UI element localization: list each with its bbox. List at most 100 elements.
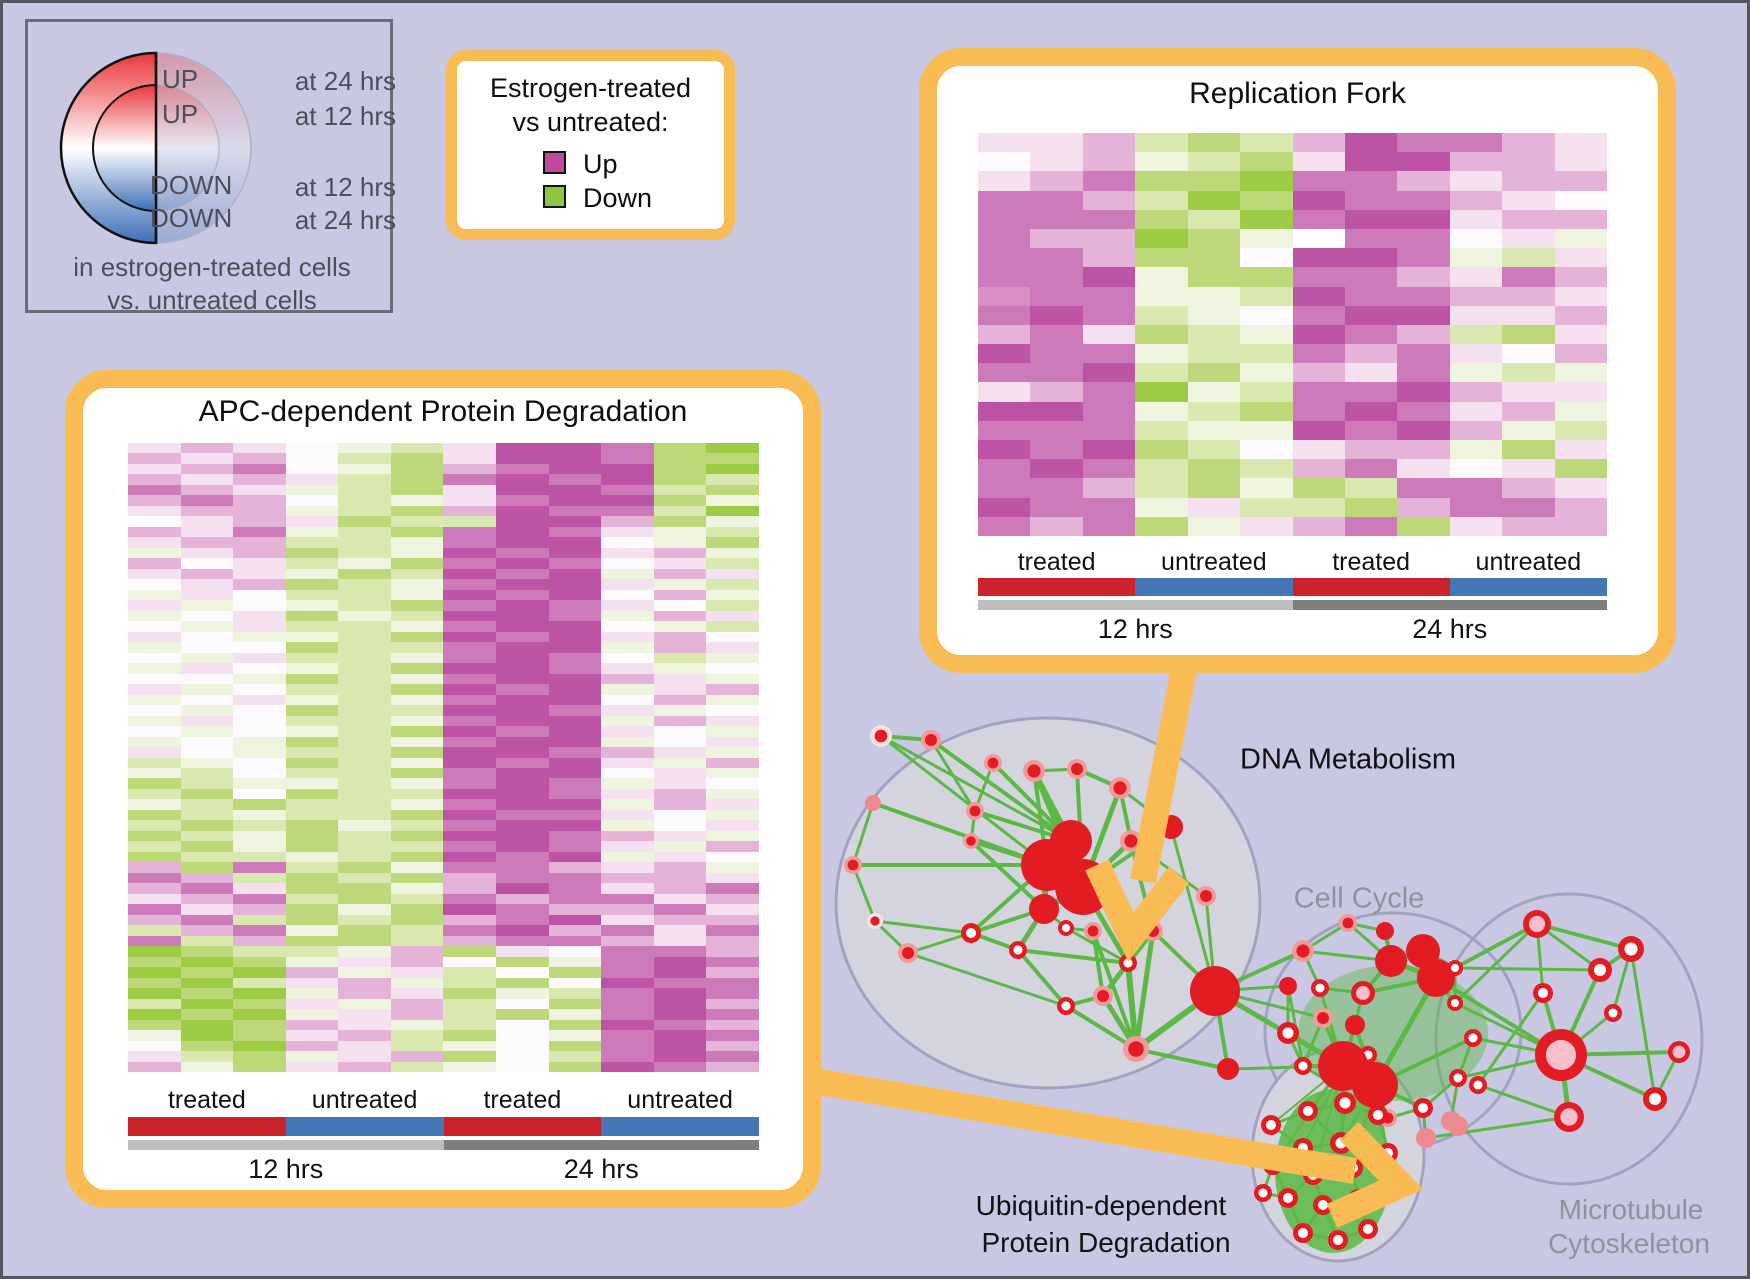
heatmap-cell bbox=[653, 862, 707, 873]
heatmap-cell bbox=[653, 642, 707, 653]
heatmap-cell bbox=[548, 851, 602, 863]
heatmap-cell bbox=[443, 579, 497, 590]
heatmap-cell bbox=[233, 925, 286, 936]
heatmap-cell bbox=[653, 893, 707, 905]
estrogen-updown-legend-box: Estrogen-treated vs untreated: Up Down bbox=[446, 50, 735, 240]
heatmap-cell bbox=[1030, 478, 1083, 498]
network-edge bbox=[1453, 922, 1539, 1005]
heatmap-cell bbox=[1240, 363, 1293, 383]
heatmap-cell bbox=[285, 663, 339, 674]
heatmap-cell bbox=[1030, 420, 1083, 441]
network-node-core bbox=[1317, 1012, 1329, 1024]
heatmap-cell bbox=[338, 505, 391, 517]
heatmap-cell bbox=[285, 631, 339, 643]
heatmap-cell bbox=[233, 726, 286, 737]
heatmap-cell bbox=[1187, 133, 1241, 153]
heatmap-cell bbox=[1449, 248, 1503, 268]
heatmap-cell bbox=[180, 443, 234, 454]
heatmap-cell bbox=[128, 484, 181, 496]
apc-bar-treated-24 bbox=[443, 1117, 602, 1136]
heatmap-cell bbox=[548, 495, 602, 506]
network-edge bbox=[969, 839, 1046, 911]
heatmap-cell bbox=[548, 663, 602, 674]
heatmap-cell bbox=[653, 516, 707, 527]
heatmap-cell bbox=[1135, 228, 1188, 249]
heatmap-cell bbox=[1344, 248, 1398, 268]
heatmap-cell bbox=[496, 967, 549, 978]
heatmap-cell bbox=[233, 537, 286, 548]
heatmap-cell bbox=[285, 788, 339, 800]
heatmap-cell bbox=[338, 914, 391, 926]
heatmap-cell bbox=[496, 600, 549, 611]
heatmap-cell bbox=[128, 757, 181, 768]
heatmap-cell bbox=[548, 1040, 602, 1052]
heatmap-cell bbox=[1344, 497, 1398, 517]
heatmap-cell bbox=[390, 642, 444, 653]
heatmap-cell bbox=[128, 526, 181, 538]
heatmap-cell bbox=[601, 1040, 654, 1052]
heatmap-cell bbox=[285, 925, 339, 936]
heatmap-cell bbox=[1292, 516, 1345, 536]
heatmap-cell bbox=[653, 610, 707, 622]
heatmap-cell bbox=[496, 956, 549, 968]
heatmap-cell bbox=[390, 788, 444, 800]
heatmap-cell bbox=[601, 935, 654, 947]
network-node bbox=[1416, 1128, 1436, 1148]
heatmap-cell bbox=[390, 694, 444, 706]
heatmap-cell bbox=[233, 1019, 286, 1031]
replication-fork-heatmap bbox=[978, 133, 1607, 536]
heatmap-cell bbox=[1449, 286, 1503, 306]
heatmap-cell bbox=[601, 600, 654, 611]
heatmap-cell bbox=[706, 726, 759, 737]
network-node bbox=[1406, 934, 1440, 968]
legend-at-12: at 12 hrs bbox=[294, 101, 396, 131]
heatmap-cell bbox=[443, 946, 497, 957]
heatmap-cell bbox=[1344, 228, 1398, 249]
heatmap-cell bbox=[601, 1009, 654, 1020]
heatmap-cell bbox=[1030, 248, 1083, 268]
heatmap-cell bbox=[285, 1051, 339, 1062]
up-color-swatch bbox=[543, 151, 566, 174]
heatmap-cell bbox=[1397, 133, 1450, 153]
heatmap-cell bbox=[601, 474, 654, 485]
heatmap-cell bbox=[1082, 420, 1136, 441]
heatmap-cell bbox=[128, 914, 181, 926]
heatmap-cell bbox=[653, 652, 707, 664]
network-node bbox=[1448, 1116, 1468, 1136]
heatmap-cell bbox=[285, 642, 339, 653]
heatmap-cell bbox=[548, 809, 602, 821]
heatmap-cell bbox=[390, 621, 444, 632]
heatmap-cell bbox=[390, 809, 444, 821]
heatmap-cell bbox=[338, 642, 391, 653]
heatmap-cell bbox=[128, 642, 181, 653]
network-node bbox=[1352, 1062, 1398, 1108]
heatmap-cell bbox=[1292, 478, 1345, 498]
heatmap-cell bbox=[443, 935, 497, 947]
estrogen-legend-title-line1: Estrogen-treated bbox=[489, 73, 692, 103]
network-node-core bbox=[1087, 925, 1099, 937]
heatmap-cell bbox=[338, 526, 391, 538]
heatmap-cell bbox=[443, 988, 497, 999]
network-node bbox=[1376, 922, 1394, 940]
heatmap-cell bbox=[653, 463, 707, 475]
updown-timing-legend-box: UP at 24 hrs UP at 12 hrs DOWN at 12 hrs… bbox=[25, 19, 396, 315]
heatmap-cell bbox=[285, 736, 339, 748]
heatmap-cell bbox=[1082, 133, 1136, 153]
heatmap-cell bbox=[548, 610, 602, 622]
heatmap-cell bbox=[338, 1030, 391, 1041]
heatmap-cell bbox=[285, 694, 339, 706]
network-node-core bbox=[987, 757, 999, 769]
heatmap-cell bbox=[978, 344, 1031, 364]
rf-time-bar-12 bbox=[978, 600, 1293, 610]
heatmap-cell bbox=[496, 694, 549, 706]
legend-caption-line2: vs. untreated cells bbox=[107, 285, 317, 315]
heatmap-cell bbox=[496, 767, 549, 779]
heatmap-cell bbox=[1554, 459, 1607, 479]
heatmap-cell bbox=[1502, 209, 1555, 229]
heatmap-cell bbox=[1082, 324, 1136, 345]
heatmap-cell bbox=[285, 726, 339, 737]
heatmap-cell bbox=[706, 600, 759, 611]
heatmap-cell bbox=[443, 883, 497, 894]
heatmap-cell bbox=[706, 914, 759, 926]
heatmap-cell bbox=[1082, 478, 1136, 498]
